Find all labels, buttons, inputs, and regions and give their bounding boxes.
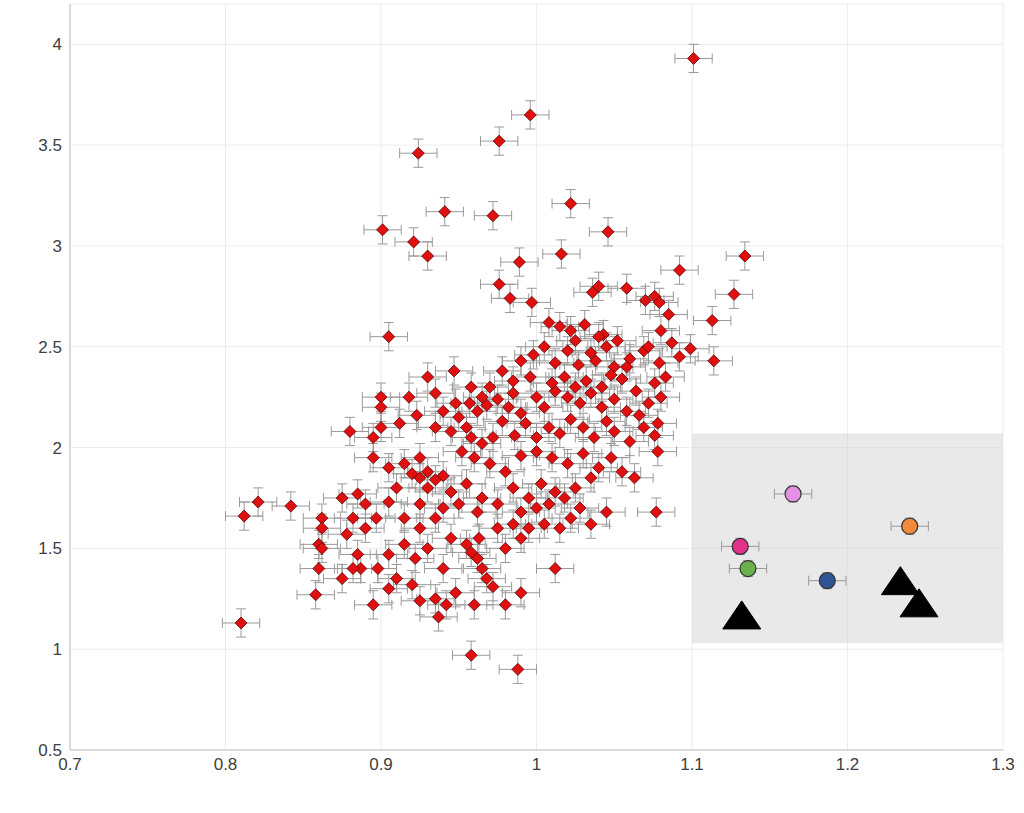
svg-text:0.5: 0.5	[38, 741, 62, 760]
svg-text:1: 1	[53, 640, 62, 659]
svg-text:2.5: 2.5	[38, 338, 62, 357]
svg-text:4: 4	[53, 35, 62, 54]
svg-text:0.9: 0.9	[369, 755, 393, 774]
svg-text:1: 1	[532, 755, 541, 774]
svg-text:3: 3	[53, 237, 62, 256]
svg-text:1.2: 1.2	[836, 755, 860, 774]
svg-text:0.7: 0.7	[58, 755, 82, 775]
svg-text:0.8: 0.8	[214, 755, 238, 774]
svg-text:3.5: 3.5	[38, 136, 62, 155]
svg-text:1.3: 1.3	[991, 755, 1015, 774]
svg-text:1.1: 1.1	[680, 755, 704, 774]
svg-text:1.5: 1.5	[38, 539, 62, 558]
svg-text:2: 2	[53, 439, 62, 458]
